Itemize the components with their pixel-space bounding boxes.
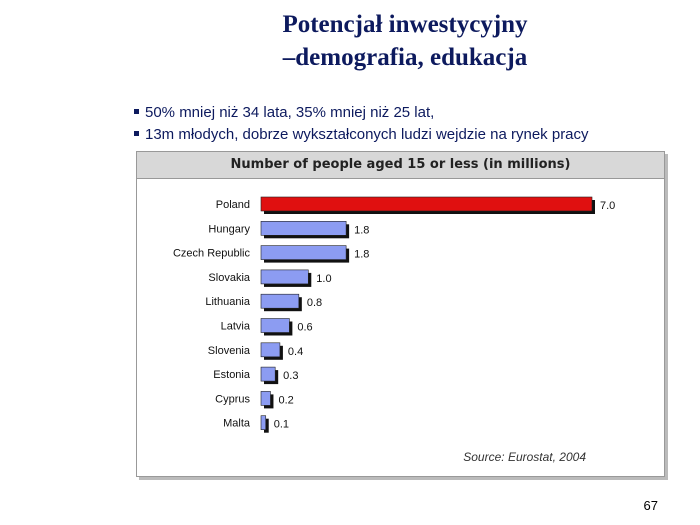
bullet-square-icon xyxy=(134,108,139,114)
category-label: Slovakia xyxy=(208,272,250,284)
value-label: 7.0 xyxy=(600,200,615,212)
bullet-text: 50% mniej niż 34 lata, 35% mniej niż 25 … xyxy=(145,104,435,121)
bar-cyprus xyxy=(260,391,271,406)
bar-hungary xyxy=(260,221,347,236)
slide-title-line-1: Potencjał inwestycyjny xyxy=(282,11,528,38)
value-label: 0.2 xyxy=(278,394,293,406)
category-label: Lithuania xyxy=(205,296,251,308)
bar-slovenia xyxy=(260,342,281,358)
bullet-square-icon xyxy=(134,130,139,136)
value-label: 1.0 xyxy=(316,273,331,285)
chart-panel: Number of people aged 15 or less (in mil… xyxy=(136,151,665,477)
bullet-item: 13m młodych, dobrze wykształconych ludzi… xyxy=(134,124,589,146)
bar-slovakia xyxy=(260,269,309,285)
bar-latvia xyxy=(260,318,290,333)
bullet-item: 50% mniej niż 34 lata, 35% mniej niż 25 … xyxy=(134,102,589,124)
value-label: 0.4 xyxy=(288,346,303,358)
value-label: 1.8 xyxy=(354,224,369,236)
category-label: Poland xyxy=(216,199,250,211)
category-label: Cyprus xyxy=(215,393,250,405)
category-label: Malta xyxy=(223,418,251,430)
category-label: Estonia xyxy=(213,369,251,381)
bar-lithuania xyxy=(260,293,300,309)
slide-title: Potencjał inwestycyjny –demografia, eduk… xyxy=(0,8,700,74)
bar-shadow xyxy=(264,418,269,433)
bar-chart: Poland 7.0 Hungary 1.8 Czech Republic 1.8 Slov… xyxy=(173,196,615,433)
bar-estonia xyxy=(260,366,276,382)
value-label: 0.8 xyxy=(307,297,322,309)
category-label: Latvia xyxy=(221,321,251,333)
value-label: 0.6 xyxy=(297,322,312,334)
page-number: 67 xyxy=(643,498,658,513)
chart-source: Source: Eurostat, 2004 xyxy=(463,450,586,464)
chart-title: Number of people aged 15 or less (in mil… xyxy=(137,152,664,179)
value-label: 1.8 xyxy=(354,249,369,261)
bullet-text: 13m młodych, dobrze wykształconych ludzi… xyxy=(145,126,589,143)
slide-title-line-2: –demografia, edukacja xyxy=(282,44,528,71)
bar-czech-republic xyxy=(260,245,347,260)
bullet-list: 50% mniej niż 34 lata, 35% mniej niż 25 … xyxy=(134,102,589,146)
category-label: Czech Republic xyxy=(173,248,251,260)
value-label: 0.3 xyxy=(283,370,298,382)
bar-poland xyxy=(260,196,593,212)
bar-malta xyxy=(260,415,267,431)
category-label: Hungary xyxy=(208,223,250,235)
value-label: 0.1 xyxy=(274,419,289,431)
category-label: Slovenia xyxy=(208,345,251,357)
